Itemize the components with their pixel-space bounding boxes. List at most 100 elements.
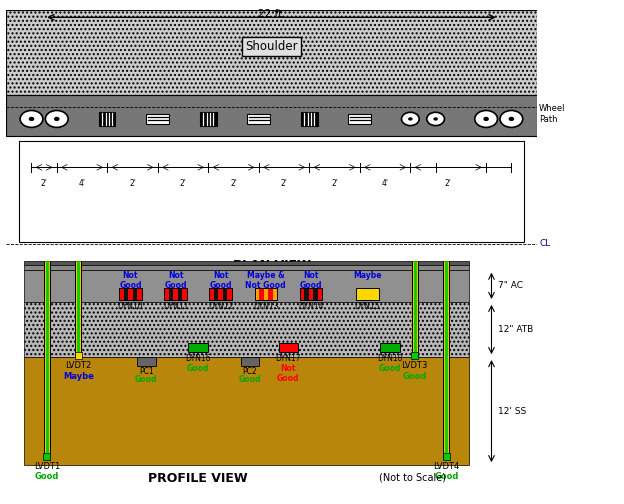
Text: PROFILE VIEW: PROFILE VIEW bbox=[149, 472, 248, 485]
Text: LVDT2: LVDT2 bbox=[66, 361, 92, 370]
Text: Shoulder: Shoulder bbox=[245, 40, 298, 53]
Bar bbox=[279, 343, 285, 352]
Bar bbox=[99, 112, 115, 125]
Text: 2': 2' bbox=[180, 179, 187, 188]
Bar bbox=[19, 141, 524, 242]
Bar bbox=[361, 288, 365, 300]
Bar bbox=[200, 112, 217, 125]
Ellipse shape bbox=[54, 117, 59, 121]
Bar bbox=[24, 261, 469, 266]
Text: DYN15: DYN15 bbox=[354, 302, 380, 311]
Bar bbox=[443, 453, 450, 460]
Bar bbox=[273, 288, 277, 300]
Bar bbox=[119, 288, 142, 300]
Text: LVDT4: LVDT4 bbox=[433, 462, 459, 471]
Bar bbox=[168, 288, 173, 300]
Bar bbox=[381, 343, 387, 352]
Text: Good: Good bbox=[187, 364, 209, 373]
Text: Wheel
Path: Wheel Path bbox=[539, 104, 566, 124]
Bar bbox=[227, 288, 232, 300]
Text: Not
Good: Not Good bbox=[210, 271, 232, 290]
Bar bbox=[411, 352, 418, 359]
Text: Good: Good bbox=[434, 472, 459, 481]
Text: Good: Good bbox=[379, 364, 401, 373]
Text: Good: Good bbox=[402, 371, 427, 381]
Text: 2': 2' bbox=[281, 179, 288, 188]
Bar bbox=[202, 343, 208, 352]
Bar bbox=[301, 112, 318, 125]
Bar bbox=[374, 288, 379, 300]
Bar bbox=[240, 357, 260, 366]
Text: Good: Good bbox=[135, 375, 157, 384]
Bar bbox=[24, 357, 469, 465]
Bar bbox=[291, 343, 298, 352]
Text: PC1: PC1 bbox=[139, 367, 154, 376]
Bar bbox=[369, 288, 374, 300]
Bar bbox=[356, 288, 361, 300]
Ellipse shape bbox=[509, 117, 514, 121]
Ellipse shape bbox=[427, 112, 444, 125]
Ellipse shape bbox=[500, 110, 523, 128]
Bar bbox=[348, 114, 371, 123]
Bar bbox=[178, 288, 182, 300]
Text: DYN18: DYN18 bbox=[378, 354, 402, 363]
Bar bbox=[210, 288, 232, 300]
Text: DYN11: DYN11 bbox=[163, 302, 188, 311]
Bar bbox=[188, 343, 208, 352]
Bar bbox=[214, 288, 218, 300]
Ellipse shape bbox=[401, 112, 419, 125]
Text: 4': 4' bbox=[382, 179, 389, 188]
Text: DYN14: DYN14 bbox=[298, 302, 324, 311]
Bar bbox=[182, 288, 187, 300]
Bar bbox=[255, 288, 259, 300]
Text: Good: Good bbox=[239, 375, 261, 384]
Bar bbox=[268, 288, 273, 300]
Bar bbox=[188, 343, 195, 352]
Bar bbox=[6, 10, 537, 95]
Text: DYN10: DYN10 bbox=[118, 302, 143, 311]
Bar bbox=[164, 288, 187, 300]
Text: 22 ft.: 22 ft. bbox=[258, 9, 285, 19]
Text: Maybe: Maybe bbox=[353, 271, 382, 280]
Bar bbox=[195, 343, 202, 352]
Ellipse shape bbox=[484, 117, 489, 121]
Bar bbox=[304, 288, 309, 300]
Bar bbox=[75, 352, 82, 359]
Ellipse shape bbox=[46, 110, 68, 128]
Text: DYN17: DYN17 bbox=[276, 354, 301, 363]
Text: 7" AC: 7" AC bbox=[499, 281, 524, 290]
Bar bbox=[393, 343, 399, 352]
Bar bbox=[300, 288, 322, 300]
Text: CL: CL bbox=[539, 239, 550, 248]
Bar bbox=[164, 288, 168, 300]
Bar bbox=[263, 288, 268, 300]
Ellipse shape bbox=[408, 117, 412, 120]
Ellipse shape bbox=[475, 110, 497, 128]
Bar bbox=[255, 288, 277, 300]
Bar bbox=[285, 343, 291, 352]
Text: Maybe &
Not Good: Maybe & Not Good bbox=[245, 271, 286, 290]
Bar bbox=[24, 270, 469, 302]
Ellipse shape bbox=[20, 110, 43, 128]
Text: Good: Good bbox=[35, 472, 59, 481]
Bar bbox=[173, 288, 178, 300]
Text: DYN16: DYN16 bbox=[185, 354, 211, 363]
Bar bbox=[147, 114, 169, 123]
Bar bbox=[248, 114, 270, 123]
Text: Maybe: Maybe bbox=[63, 371, 94, 381]
Text: PLAN VIEW: PLAN VIEW bbox=[233, 259, 310, 272]
Text: 2': 2' bbox=[41, 179, 47, 188]
Text: 2': 2' bbox=[230, 179, 237, 188]
Text: DYN12: DYN12 bbox=[208, 302, 233, 311]
Text: Not
Good: Not Good bbox=[277, 364, 300, 383]
Bar bbox=[124, 288, 128, 300]
Text: Not
Good: Not Good bbox=[300, 271, 322, 290]
Ellipse shape bbox=[29, 117, 34, 121]
Bar bbox=[387, 343, 393, 352]
Text: (Not to Scale): (Not to Scale) bbox=[379, 472, 446, 482]
Text: LVDT1: LVDT1 bbox=[34, 462, 60, 471]
Bar bbox=[309, 288, 313, 300]
Text: Not
Good: Not Good bbox=[164, 271, 187, 290]
Bar bbox=[210, 288, 214, 300]
Bar bbox=[24, 266, 469, 270]
